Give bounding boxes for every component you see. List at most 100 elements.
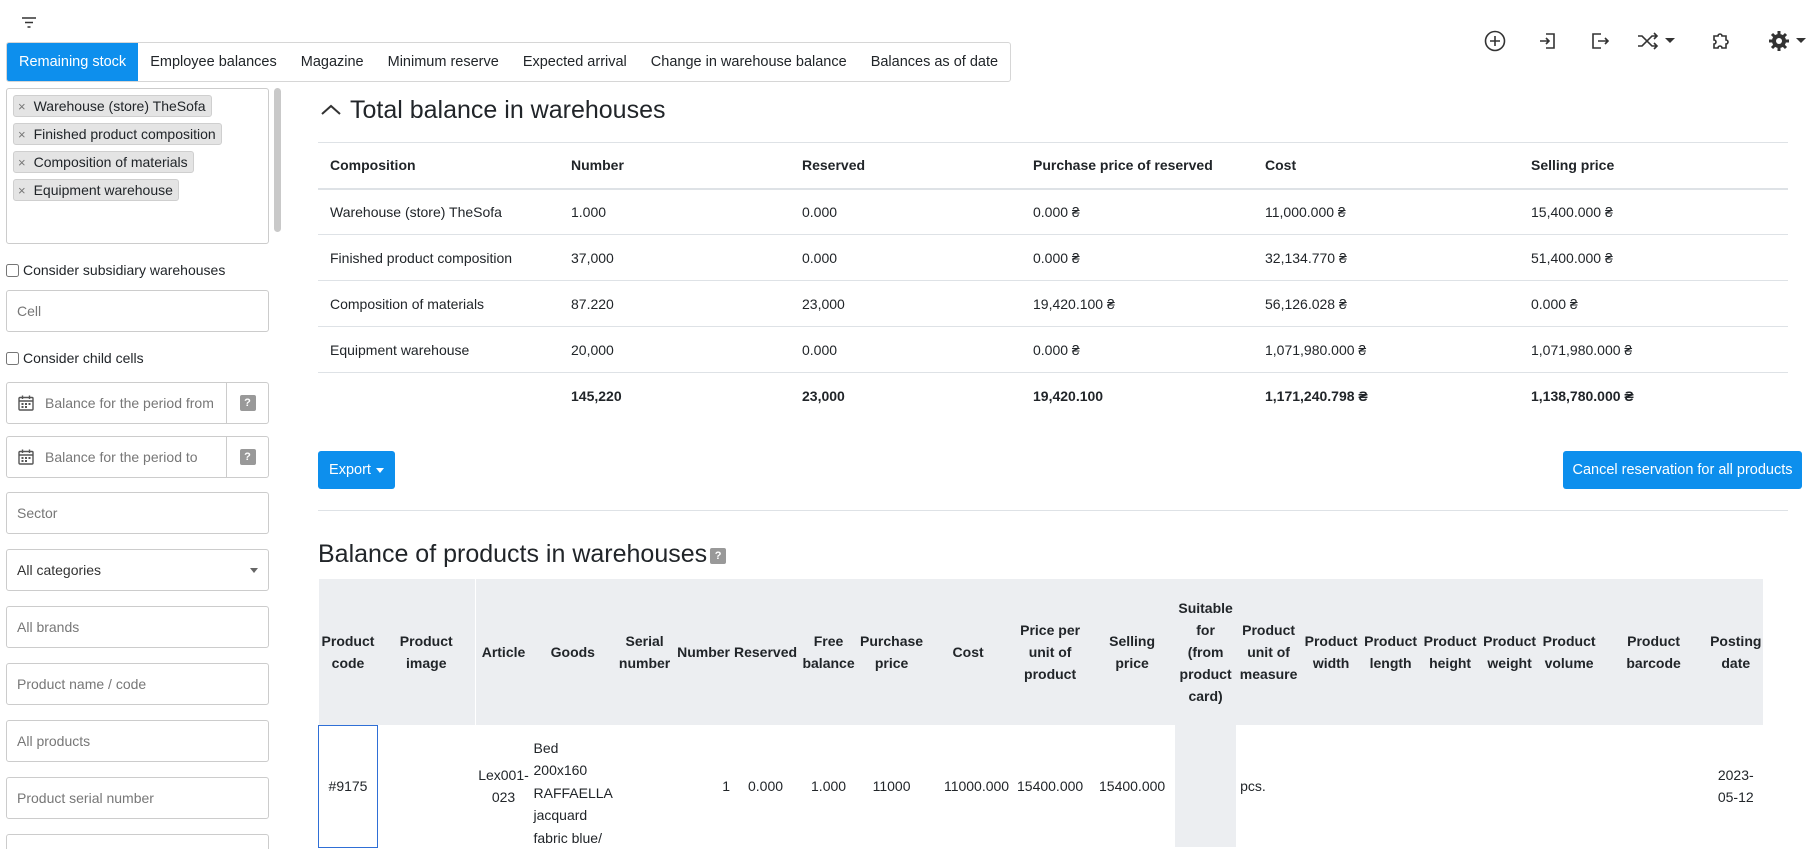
column-header[interactable]: Product width: [1301, 579, 1362, 725]
table-cell: 32,134.770 ₴: [1253, 234, 1519, 281]
logout-icon[interactable]: [1585, 26, 1615, 56]
serial-number-input[interactable]: Product serial number: [6, 777, 269, 819]
table-cell: Composition of materials: [318, 280, 559, 327]
posting-date-cell: 2023-05-12: [1717, 766, 1754, 806]
plus-circle-icon[interactable]: [1480, 26, 1510, 56]
tab-expected-arrival[interactable]: Expected arrival: [522, 54, 627, 70]
column-header[interactable]: Purchase price: [858, 579, 926, 725]
cell-input[interactable]: Cell: [6, 290, 269, 332]
tab-balances-as-of-date[interactable]: Balances as of date: [870, 54, 999, 70]
shuffle-icon[interactable]: [1634, 26, 1680, 56]
sidebar-scrollbar[interactable]: [274, 88, 281, 232]
column-header[interactable]: Goods: [531, 579, 615, 725]
help-button[interactable]: ?: [226, 437, 268, 477]
goods-name[interactable]: Bed 200x160 RAFFAELLA jacquard fabric bl…: [533, 739, 613, 846]
consider-subsidiary-checkbox[interactable]: Consider subsidiary warehouses: [6, 260, 269, 280]
remove-tag-icon[interactable]: ×: [18, 182, 26, 198]
column-header[interactable]: Selling price: [1089, 579, 1176, 725]
export-button[interactable]: Export: [318, 451, 395, 489]
goods-cell[interactable]: Bed 200x160 RAFFAELLA jacquard fabric bl…: [532, 725, 615, 847]
column-header[interactable]: Product length: [1361, 579, 1421, 725]
column-header[interactable]: Product barcode: [1599, 579, 1709, 725]
remove-tag-icon[interactable]: ×: [18, 98, 26, 114]
reserved-cell: 0.000: [748, 777, 784, 794]
calendar-icon[interactable]: [7, 437, 45, 477]
period-from-input[interactable]: Balance for the period from ?: [6, 382, 269, 424]
checkbox[interactable]: [6, 351, 19, 365]
column-header[interactable]: Product volume: [1539, 579, 1600, 725]
column-header: Composition: [318, 142, 559, 190]
column-header[interactable]: Article: [475, 579, 532, 725]
column-header[interactable]: Product height: [1420, 579, 1481, 725]
product-name-input[interactable]: Product name / code: [6, 663, 269, 705]
sector-input[interactable]: Sector: [6, 492, 269, 534]
number-cell: 1: [722, 777, 730, 794]
column-header[interactable]: Reserved: [732, 579, 800, 725]
column-header[interactable]: Product code: [318, 579, 378, 725]
table-cell: 0.000 ₴: [1021, 188, 1253, 235]
categories-select[interactable]: All categories: [6, 549, 269, 591]
column-header[interactable]: Serial number: [614, 579, 676, 725]
help-button[interactable]: ?: [226, 383, 268, 423]
length-cell: [1361, 725, 1420, 847]
table-cell: 0.000 ₴: [1519, 280, 1788, 327]
checkbox[interactable]: [6, 263, 19, 277]
tab-magazine[interactable]: Magazine: [300, 54, 364, 70]
remove-tag-icon[interactable]: ×: [18, 126, 26, 142]
consider-child-cells-checkbox[interactable]: Consider child cells: [6, 348, 269, 368]
warehouse-tag: × Composition of materials: [13, 151, 194, 173]
total-balance-title: Total balance in warehouses: [350, 95, 666, 124]
help-icon[interactable]: ?: [710, 547, 727, 564]
column-header[interactable]: Suitable for (from product card): [1175, 579, 1237, 725]
table-cell: 0.000: [790, 234, 1021, 281]
table-cell: [318, 373, 559, 419]
login-icon[interactable]: [1533, 26, 1563, 56]
checkbox-label: Consider subsidiary warehouses: [23, 262, 226, 278]
tab-employee-balances[interactable]: Employee balances: [150, 54, 277, 70]
next-filter-input[interactable]: [6, 834, 269, 849]
filter-sidebar: × Warehouse (store) TheSofa × Finished pro…: [6, 88, 269, 849]
cancel-reservation-button[interactable]: Cancel reservation for all products: [1563, 451, 1802, 489]
column-header[interactable]: Price per unit of product: [1011, 579, 1090, 725]
table-row: Composition of materials 87.220 23,000 19,4…: [318, 280, 1788, 327]
tab-minimum-reserve[interactable]: Minimum reserve: [387, 54, 499, 70]
period-to-input[interactable]: Balance for the period to ?: [6, 436, 269, 478]
tab-remaining-stock[interactable]: Remaining stock: [7, 43, 139, 81]
column-header[interactable]: Number: [675, 579, 732, 725]
warehouse-multiselect[interactable]: × Warehouse (store) TheSofa × Finished pro…: [6, 88, 269, 244]
tab-bar: Remaining stock Employee balances Magazi…: [6, 42, 1012, 82]
table-cell: 87.220: [559, 280, 790, 327]
export-label: Export: [329, 462, 371, 478]
product-image-cell: [378, 725, 476, 847]
balance-products-title: Balance of products in warehouses: [318, 540, 708, 568]
column-header[interactable]: Cost: [925, 579, 1012, 725]
help-icon: ?: [239, 449, 256, 465]
chevron-up-icon[interactable]: [320, 103, 342, 117]
totals-row: 145,220 23,000 19,420.100 1,171,240.798 ₴ 1,…: [318, 373, 1788, 419]
gear-icon[interactable]: [1766, 26, 1810, 56]
remove-tag-icon[interactable]: ×: [18, 154, 26, 170]
column-header[interactable]: Product image: [377, 579, 476, 725]
column-header[interactable]: Product unit of measure: [1236, 579, 1302, 725]
table-row[interactable]: #9175 Lex001-023 Bed 200x160 RAFFAELLA j…: [318, 724, 1764, 848]
column-header: Purchase price of reserved: [1021, 142, 1253, 190]
table-cell: 0.000 ₴: [1021, 234, 1253, 281]
puzzle-icon[interactable]: [1706, 26, 1736, 56]
calendar-icon[interactable]: [7, 383, 45, 423]
table-cell: 51,400.000 ₴: [1519, 234, 1788, 281]
tab-change-warehouse-balance[interactable]: Change in warehouse balance: [650, 54, 847, 70]
column-header[interactable]: Posting date: [1708, 579, 1764, 725]
brands-input[interactable]: All brands: [6, 606, 269, 648]
table-cell: 15,400.000 ₴: [1519, 188, 1788, 235]
table-cell: 19,420.100: [1033, 387, 1104, 404]
tag-label: Composition of materials: [33, 154, 188, 170]
product-code-cell[interactable]: #9175: [318, 724, 378, 848]
filter-icon[interactable]: [20, 14, 38, 32]
column-header[interactable]: Product weight: [1480, 579, 1540, 725]
serial-cell: [614, 725, 675, 847]
total-balance-header[interactable]: Total balance in warehouses: [318, 88, 1812, 132]
column-header[interactable]: Free balance: [799, 579, 859, 725]
column-header: Selling price: [1519, 142, 1788, 190]
products-input[interactable]: All products: [6, 720, 269, 762]
table-cell: 37,000: [559, 234, 790, 281]
